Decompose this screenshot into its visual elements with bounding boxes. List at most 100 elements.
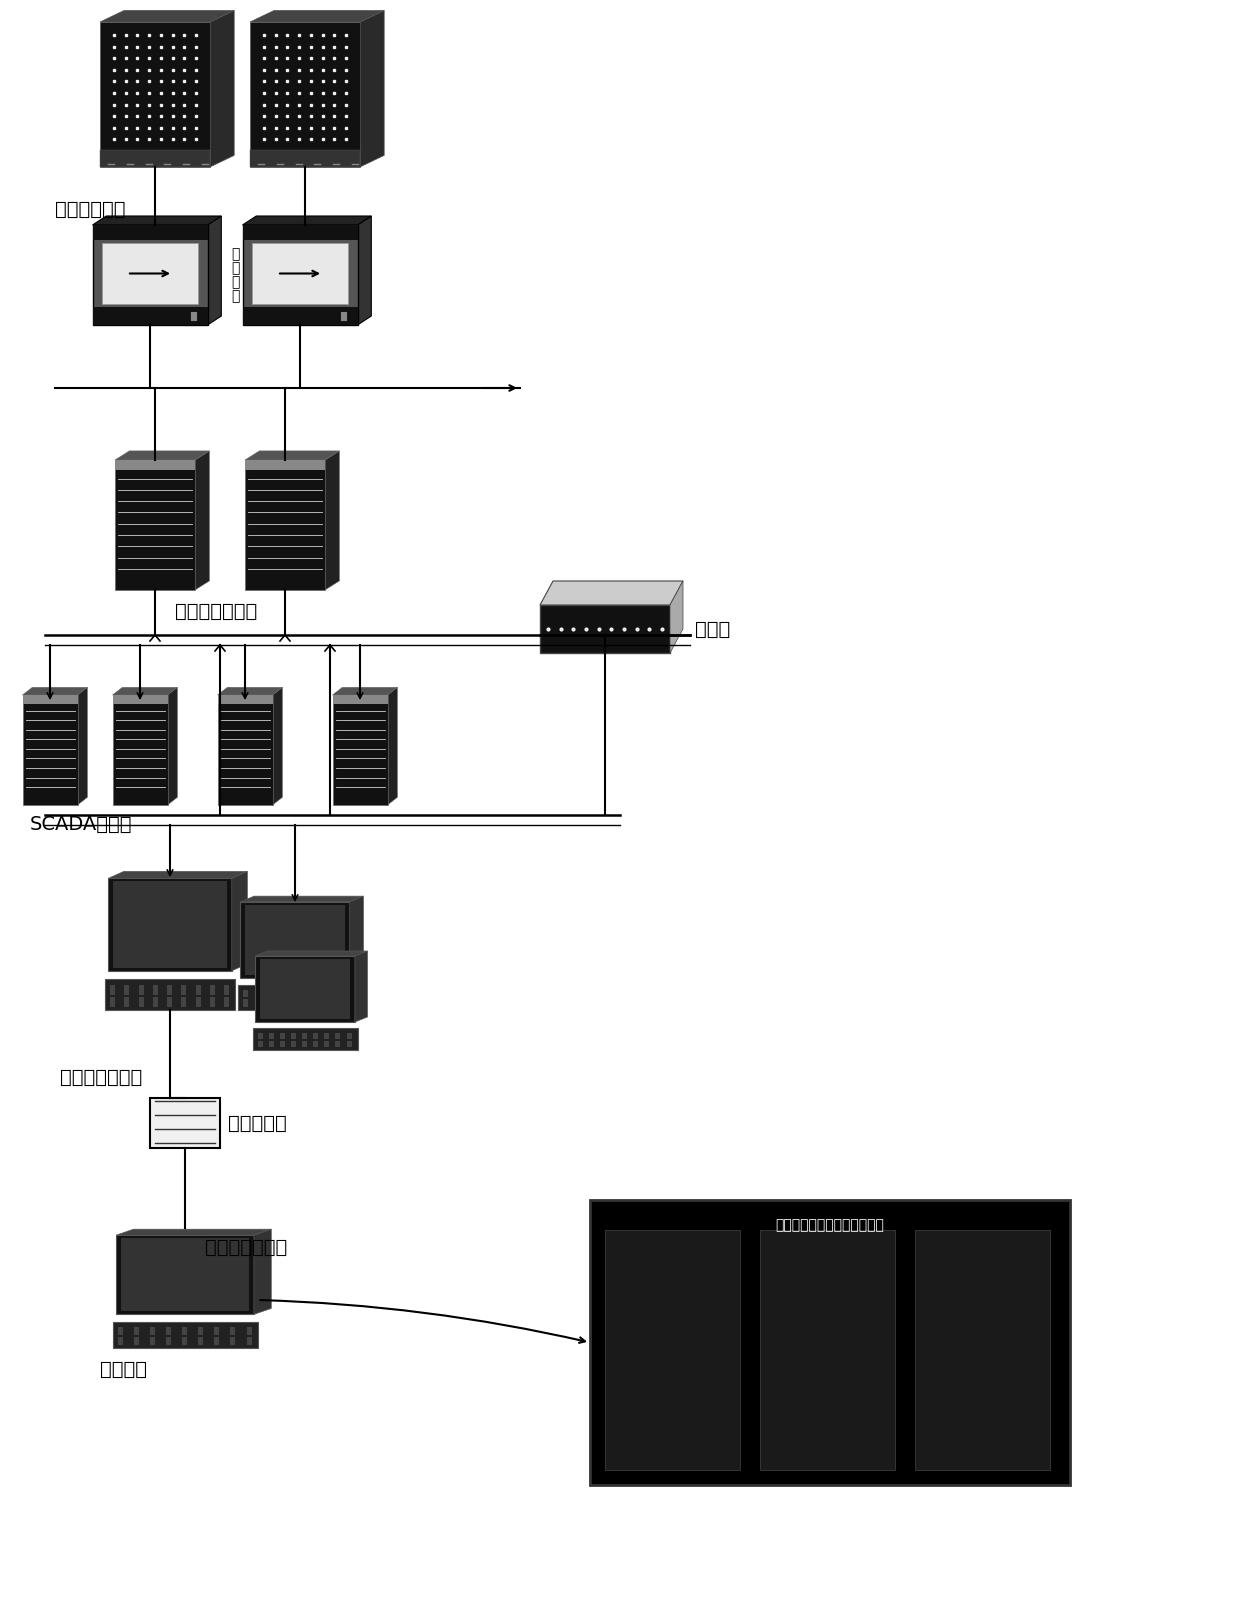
Polygon shape xyxy=(760,1230,895,1470)
Bar xyxy=(224,997,229,1007)
Text: 配网自动化测试故障定位结果: 配网自动化测试故障定位结果 xyxy=(775,1218,884,1233)
Bar xyxy=(167,984,172,994)
Polygon shape xyxy=(100,149,210,167)
Text: 影像提取器: 影像提取器 xyxy=(228,1114,286,1132)
Bar xyxy=(198,1337,203,1345)
Polygon shape xyxy=(195,450,210,590)
Bar xyxy=(324,1040,330,1047)
Bar xyxy=(182,1327,187,1335)
Polygon shape xyxy=(255,955,355,1023)
Polygon shape xyxy=(93,308,207,325)
Bar xyxy=(269,1032,274,1039)
Polygon shape xyxy=(243,224,357,325)
Bar xyxy=(124,997,129,1007)
Polygon shape xyxy=(350,896,363,978)
Bar xyxy=(255,989,260,997)
Bar xyxy=(341,999,346,1007)
Bar xyxy=(324,1032,330,1039)
Bar xyxy=(269,1040,274,1047)
Bar xyxy=(150,1327,155,1335)
Polygon shape xyxy=(217,688,283,696)
Polygon shape xyxy=(539,604,670,652)
Bar xyxy=(181,984,186,994)
Bar xyxy=(291,999,298,1007)
Bar xyxy=(303,1032,308,1039)
Polygon shape xyxy=(22,696,78,704)
Bar xyxy=(247,1327,252,1335)
Polygon shape xyxy=(113,696,167,704)
Polygon shape xyxy=(93,216,221,224)
Polygon shape xyxy=(117,1230,272,1236)
Polygon shape xyxy=(113,1321,258,1348)
Bar xyxy=(341,989,346,997)
Polygon shape xyxy=(243,224,357,240)
Polygon shape xyxy=(217,696,273,805)
Polygon shape xyxy=(325,450,340,590)
Bar xyxy=(134,1337,139,1345)
Bar xyxy=(139,984,144,994)
Bar xyxy=(243,999,248,1007)
Bar xyxy=(280,1040,285,1047)
Bar xyxy=(314,1040,319,1047)
Bar xyxy=(316,989,321,997)
Polygon shape xyxy=(22,688,87,696)
Polygon shape xyxy=(105,979,236,1010)
Polygon shape xyxy=(605,1230,740,1470)
Polygon shape xyxy=(113,882,227,968)
Polygon shape xyxy=(253,1028,357,1050)
Polygon shape xyxy=(387,688,397,805)
Polygon shape xyxy=(115,460,195,470)
Bar xyxy=(215,1337,219,1345)
Polygon shape xyxy=(150,1098,219,1148)
Polygon shape xyxy=(113,688,177,696)
Polygon shape xyxy=(590,1201,1070,1484)
Bar xyxy=(243,989,248,997)
Polygon shape xyxy=(207,216,221,325)
Bar xyxy=(247,1337,252,1345)
Bar xyxy=(346,1040,351,1047)
Polygon shape xyxy=(117,1236,254,1314)
Polygon shape xyxy=(670,580,683,652)
Polygon shape xyxy=(102,244,198,305)
Polygon shape xyxy=(217,696,273,704)
Polygon shape xyxy=(100,22,210,167)
Bar xyxy=(110,997,115,1007)
Bar xyxy=(181,997,186,1007)
Bar xyxy=(291,989,298,997)
Bar xyxy=(215,1327,219,1335)
Polygon shape xyxy=(250,22,360,167)
Bar xyxy=(134,1327,139,1335)
Polygon shape xyxy=(355,951,367,1023)
Bar xyxy=(280,999,285,1007)
Polygon shape xyxy=(332,688,397,696)
Bar xyxy=(210,984,215,994)
Bar xyxy=(304,999,309,1007)
Polygon shape xyxy=(539,580,683,604)
Polygon shape xyxy=(360,10,384,167)
Polygon shape xyxy=(93,224,207,240)
Bar xyxy=(153,997,157,1007)
Polygon shape xyxy=(250,10,384,22)
Polygon shape xyxy=(93,224,207,325)
Polygon shape xyxy=(167,688,177,805)
Bar xyxy=(268,989,273,997)
Polygon shape xyxy=(210,10,234,167)
Bar xyxy=(258,1032,263,1039)
Bar xyxy=(303,1040,308,1047)
Polygon shape xyxy=(22,696,78,805)
Polygon shape xyxy=(252,244,348,305)
Text: 数据采集服务器: 数据采集服务器 xyxy=(175,603,257,620)
Polygon shape xyxy=(241,896,363,902)
Bar xyxy=(198,1327,203,1335)
Polygon shape xyxy=(332,696,387,805)
Text: 测试设备: 测试设备 xyxy=(100,1359,148,1379)
Text: 三屏调度工作站: 三屏调度工作站 xyxy=(60,1068,143,1087)
Polygon shape xyxy=(113,696,167,805)
Polygon shape xyxy=(122,1238,249,1311)
Text: 软件运行效果图: 软件运行效果图 xyxy=(205,1238,288,1257)
Text: 交换机: 交换机 xyxy=(694,619,730,638)
Bar xyxy=(280,1032,285,1039)
Polygon shape xyxy=(241,902,350,978)
Bar xyxy=(110,984,115,994)
Bar xyxy=(314,1032,319,1039)
